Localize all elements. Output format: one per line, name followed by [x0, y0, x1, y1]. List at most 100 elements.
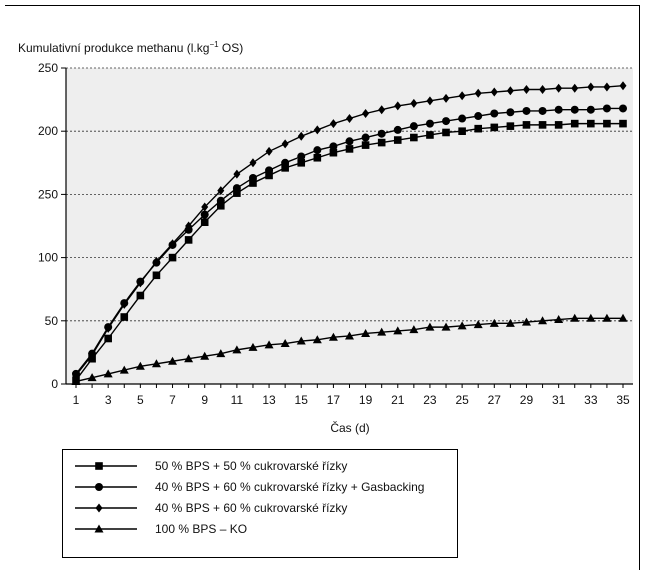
- data-point-circle: [216, 196, 225, 205]
- data-point-triangle: [232, 345, 242, 354]
- data-point-diamond: [410, 98, 418, 108]
- data-point-triangle: [328, 332, 338, 341]
- data-point-square: [603, 119, 611, 128]
- data-point-circle: [345, 137, 354, 146]
- data-point-diamond: [120, 299, 128, 309]
- legend-marker-triangle: [94, 524, 104, 533]
- y-tick-label: 0: [51, 377, 58, 391]
- y-axis-label: Kumulativní produkce methanu (l.kg−1 OS): [18, 40, 243, 55]
- x-tick-label: 25: [455, 393, 469, 407]
- data-point-diamond: [362, 109, 370, 119]
- data-point-diamond: [442, 93, 450, 103]
- legend-marker-circle: [95, 483, 103, 491]
- data-point-circle: [297, 152, 306, 161]
- data-point-diamond: [571, 83, 579, 93]
- data-point-square: [329, 148, 338, 157]
- data-point-triangle: [312, 335, 322, 344]
- y-tick-label: 250: [38, 187, 58, 201]
- data-point-triangle: [103, 369, 113, 378]
- data-point-triangle: [151, 359, 161, 368]
- x-tick-label: 15: [295, 393, 309, 407]
- data-point-circle: [200, 210, 209, 219]
- data-point-square: [474, 124, 483, 133]
- data-point-square: [136, 291, 145, 300]
- x-tick-label: 29: [520, 393, 534, 407]
- data-point-circle: [248, 173, 257, 182]
- data-point-square: [104, 334, 112, 343]
- x-tick-label: 19: [359, 393, 373, 407]
- data-point-triangle: [345, 331, 354, 340]
- data-point-square: [538, 121, 547, 129]
- data-point-circle: [458, 114, 467, 123]
- data-point-circle: [313, 146, 322, 155]
- data-point-circle: [619, 104, 627, 113]
- data-point-circle: [602, 104, 611, 113]
- data-point-square: [554, 121, 563, 129]
- data-point-triangle: [200, 351, 210, 360]
- data-point-triangle: [618, 313, 628, 322]
- data-point-triangle: [457, 321, 467, 330]
- data-point-triangle: [554, 315, 564, 324]
- y-tick-label: 250: [38, 61, 58, 75]
- data-point-diamond: [506, 86, 514, 96]
- data-point-triangle: [184, 354, 194, 363]
- data-point-diamond: [72, 370, 80, 380]
- data-point-triangle: [280, 339, 290, 348]
- data-point-diamond: [426, 96, 434, 106]
- data-point-square: [152, 271, 161, 280]
- x-axis-label: Čas (d): [330, 420, 369, 435]
- data-point-diamond: [104, 323, 112, 333]
- data-point-triangle: [602, 313, 612, 322]
- data-point-triangle: [441, 322, 451, 331]
- data-point-diamond: [136, 278, 144, 288]
- data-point-square: [506, 122, 515, 130]
- data-point-circle: [490, 109, 499, 118]
- data-point-square: [120, 313, 129, 321]
- data-point-circle: [522, 106, 531, 115]
- data-point-square: [249, 179, 257, 187]
- data-point-circle: [570, 105, 579, 114]
- data-point-diamond: [539, 84, 547, 94]
- data-point-diamond: [281, 139, 289, 149]
- data-point-diamond: [555, 83, 563, 93]
- data-point-square: [265, 171, 273, 180]
- data-point-diamond: [329, 119, 337, 129]
- x-tick-label: 31: [552, 393, 566, 407]
- data-point-circle: [538, 106, 547, 115]
- data-point-circle: [506, 108, 515, 117]
- data-point-triangle: [216, 349, 226, 358]
- data-point-diamond: [201, 202, 209, 212]
- data-point-diamond: [378, 105, 386, 115]
- data-point-square: [233, 189, 241, 197]
- legend-marker-diamond: [95, 503, 103, 513]
- data-point-diamond: [346, 114, 353, 124]
- data-point-diamond: [185, 221, 193, 231]
- data-point-diamond: [297, 131, 305, 141]
- data-point-square: [490, 123, 499, 132]
- y-tick-label: 200: [38, 124, 58, 138]
- data-point-square: [426, 131, 434, 139]
- legend-swatch: [75, 483, 137, 491]
- data-point-circle: [554, 105, 563, 114]
- x-tick-label: 35: [616, 393, 630, 407]
- x-tick-label: 1: [73, 393, 80, 407]
- legend-item-1: 50 % BPS + 50 % cukrovarské řízky: [63, 458, 457, 476]
- data-point-triangle: [570, 313, 580, 322]
- data-point-diamond: [603, 82, 611, 92]
- data-point-square: [522, 121, 531, 129]
- x-tick-label: 3: [105, 393, 112, 407]
- data-point-triangle: [521, 317, 531, 326]
- legend-label: 100 % BPS – KO: [155, 522, 248, 536]
- data-point-diamond: [458, 91, 466, 101]
- data-point-diamond: [587, 82, 595, 92]
- data-point-square: [619, 119, 627, 128]
- legend-label: 50 % BPS + 50 % cukrovarské řízky: [155, 459, 348, 473]
- x-tick-label: 11: [231, 393, 244, 407]
- legend-swatch: [75, 503, 137, 513]
- data-point-square: [410, 133, 418, 142]
- data-point-triangle: [135, 361, 145, 370]
- x-tick-label: 13: [262, 393, 276, 407]
- legend-swatch: [75, 524, 137, 533]
- data-point-triangle: [87, 373, 97, 382]
